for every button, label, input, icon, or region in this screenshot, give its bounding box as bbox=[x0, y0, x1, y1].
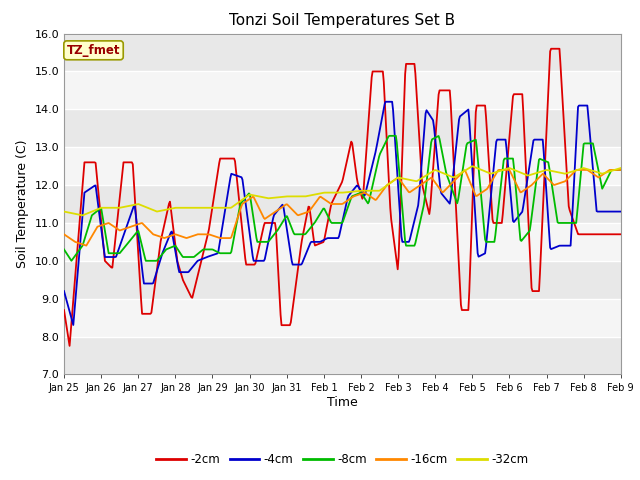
-16cm bbox=[60, 231, 68, 237]
Bar bbox=[64, 72, 621, 109]
-8cm bbox=[617, 167, 625, 173]
-32cm bbox=[204, 205, 212, 211]
-32cm bbox=[468, 163, 476, 169]
-16cm bbox=[83, 243, 90, 249]
Legend: -2cm, -4cm, -8cm, -16cm, -32cm: -2cm, -4cm, -8cm, -16cm, -32cm bbox=[152, 448, 533, 471]
Bar bbox=[64, 336, 621, 374]
-8cm bbox=[142, 258, 150, 264]
Line: -8cm: -8cm bbox=[64, 136, 621, 261]
-8cm bbox=[385, 133, 393, 139]
Bar bbox=[64, 34, 621, 72]
-4cm bbox=[313, 239, 321, 245]
-8cm bbox=[481, 237, 489, 242]
-2cm bbox=[433, 117, 440, 122]
Bar bbox=[64, 299, 621, 336]
-16cm bbox=[480, 188, 488, 194]
-4cm bbox=[390, 121, 398, 127]
-4cm bbox=[70, 322, 77, 328]
-4cm bbox=[434, 160, 442, 166]
-16cm bbox=[389, 178, 397, 184]
-8cm bbox=[60, 247, 68, 252]
-16cm bbox=[204, 231, 212, 237]
-4cm bbox=[617, 209, 625, 215]
Line: -16cm: -16cm bbox=[64, 170, 621, 246]
-32cm bbox=[313, 191, 321, 197]
-32cm bbox=[617, 165, 625, 171]
-2cm bbox=[389, 231, 397, 237]
-32cm bbox=[389, 178, 397, 184]
-4cm bbox=[382, 99, 390, 105]
-4cm bbox=[204, 254, 212, 260]
-8cm bbox=[204, 247, 212, 252]
-16cm bbox=[313, 198, 321, 204]
Bar bbox=[64, 223, 621, 261]
-2cm bbox=[66, 343, 74, 349]
-2cm bbox=[480, 103, 488, 108]
-16cm bbox=[495, 167, 503, 173]
Text: TZ_fmet: TZ_fmet bbox=[67, 44, 120, 57]
-4cm bbox=[159, 248, 167, 253]
Line: -32cm: -32cm bbox=[64, 166, 621, 216]
-2cm bbox=[60, 307, 68, 313]
Line: -4cm: -4cm bbox=[64, 102, 621, 325]
-8cm bbox=[390, 133, 398, 139]
-32cm bbox=[433, 168, 440, 173]
-4cm bbox=[60, 288, 68, 294]
X-axis label: Time: Time bbox=[327, 396, 358, 409]
-32cm bbox=[159, 207, 167, 213]
Bar bbox=[64, 261, 621, 299]
-8cm bbox=[313, 216, 321, 222]
-2cm bbox=[204, 230, 212, 236]
Y-axis label: Soil Temperature (C): Soil Temperature (C) bbox=[16, 140, 29, 268]
Bar bbox=[64, 185, 621, 223]
-2cm bbox=[617, 231, 625, 237]
-16cm bbox=[159, 235, 167, 240]
-2cm bbox=[547, 46, 555, 52]
-2cm bbox=[159, 226, 167, 231]
Bar bbox=[64, 147, 621, 185]
Bar bbox=[64, 109, 621, 147]
-2cm bbox=[313, 242, 321, 248]
-4cm bbox=[481, 251, 489, 256]
-32cm bbox=[79, 213, 86, 218]
-8cm bbox=[159, 250, 167, 255]
-8cm bbox=[434, 133, 442, 139]
-32cm bbox=[60, 209, 68, 215]
-32cm bbox=[481, 168, 489, 174]
Line: -2cm: -2cm bbox=[64, 49, 621, 346]
-16cm bbox=[433, 182, 440, 188]
Title: Tonzi Soil Temperatures Set B: Tonzi Soil Temperatures Set B bbox=[229, 13, 456, 28]
-16cm bbox=[617, 167, 625, 173]
